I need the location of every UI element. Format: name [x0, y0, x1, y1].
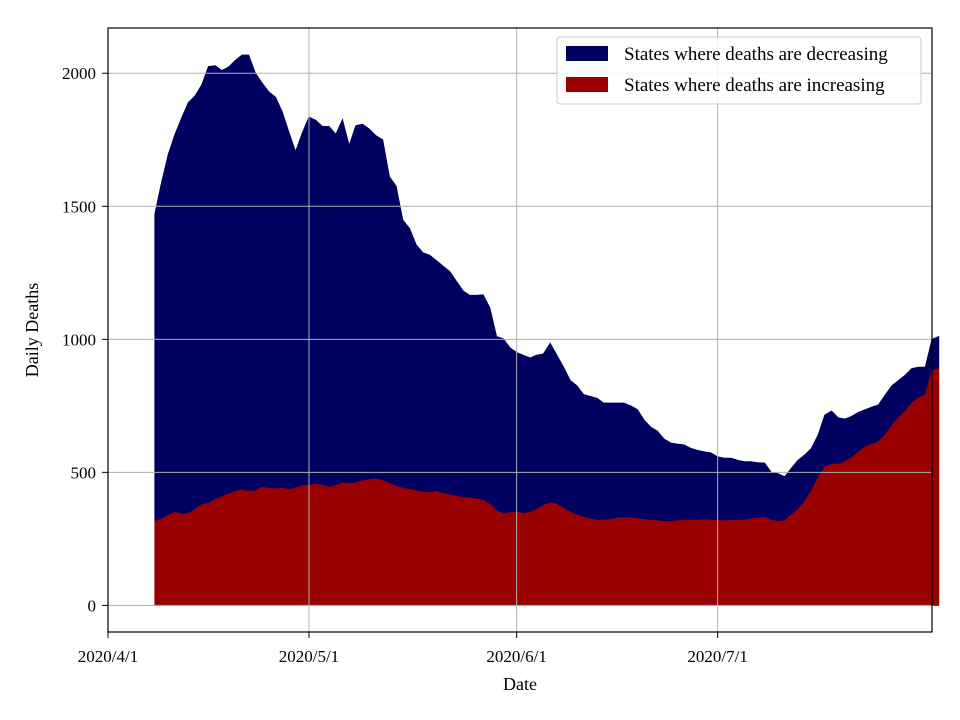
x-tick-label: 2020/7/1 — [687, 647, 747, 666]
legend: States where deaths are decreasing States… — [556, 36, 922, 105]
legend-box — [556, 36, 922, 105]
area-decreasing — [154, 54, 940, 523]
x-axis-label: Date — [503, 674, 537, 694]
legend-swatch — [566, 77, 608, 92]
legend-swatch — [566, 46, 608, 61]
y-tick-label: 0 — [88, 596, 97, 615]
x-ticks: 2020/4/1 2020/5/1 2020/6/1 2020/7/1 — [78, 632, 748, 666]
x-tick-label: 2020/5/1 — [279, 647, 339, 666]
y-tick-label: 2000 — [62, 64, 96, 83]
axes — [107, 27, 933, 633]
legend-label: States where deaths are increasing — [624, 75, 885, 96]
y-tick-label: 1000 — [62, 330, 96, 349]
y-tick-label: 500 — [71, 463, 97, 482]
gridlines — [107, 28, 932, 632]
plot-frame — [107, 27, 933, 633]
y-axis-label: Daily Deaths — [22, 283, 42, 377]
y-tick-label: 1500 — [62, 197, 96, 216]
x-tick-label: 2020/4/1 — [78, 647, 138, 666]
x-tick-label: 2020/6/1 — [486, 647, 546, 666]
y-ticks: 0 500 1000 1500 2000 — [62, 64, 108, 615]
area-series-group — [154, 54, 940, 606]
legend-label: States where deaths are decreasing — [624, 44, 888, 65]
